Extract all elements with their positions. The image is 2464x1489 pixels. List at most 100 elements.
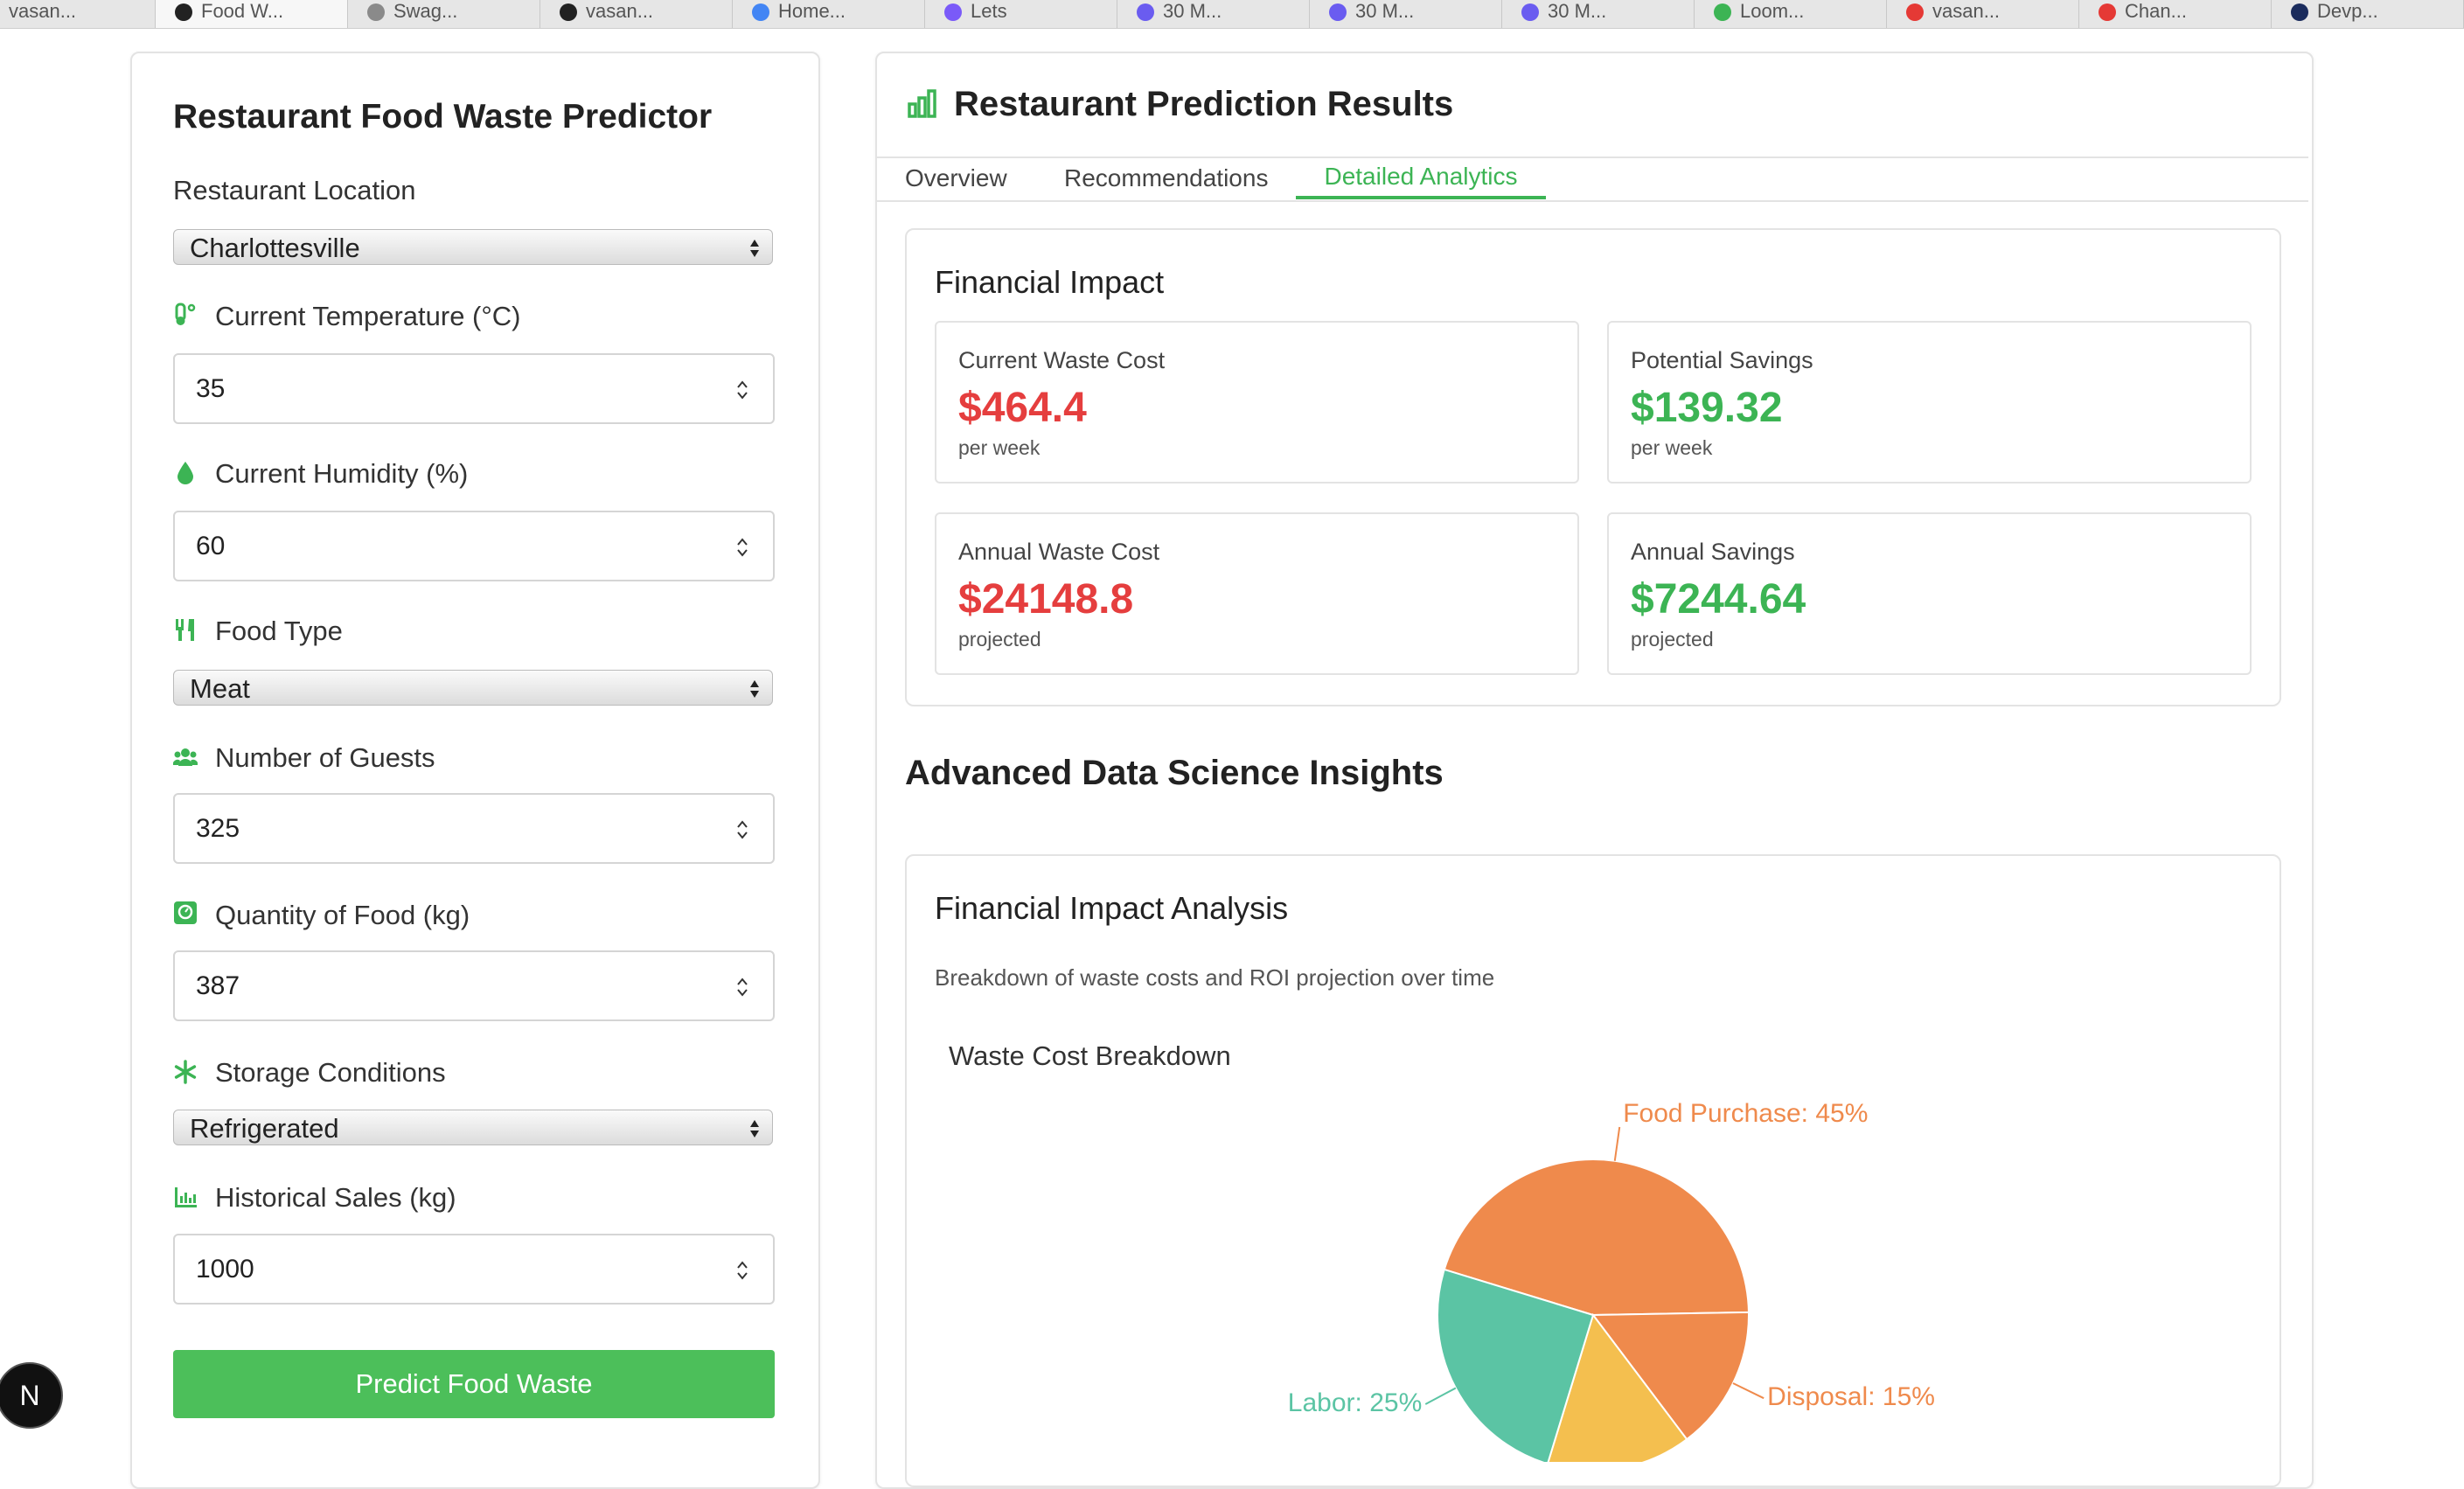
browser-tab[interactable]: Chan...	[2079, 0, 2272, 28]
input-value: 60	[196, 532, 226, 560]
browser-tab[interactable]: 30 M...	[1310, 0, 1502, 28]
section-title: Financial Impact	[935, 264, 1165, 300]
weight-icon	[174, 901, 197, 924]
browser-tab[interactable]: vasan...	[540, 0, 733, 28]
tab-title: 30 M...	[1548, 0, 1607, 22]
metric-label: Annual Savings	[1631, 539, 1795, 565]
form-card	[130, 52, 820, 1489]
metric-value: $464.4	[958, 385, 1087, 431]
tab-favicon	[2099, 3, 2116, 21]
browser-tab[interactable]: vasan...	[1887, 0, 2079, 28]
field-label: Current Temperature (°C)	[215, 301, 521, 331]
tab-favicon	[944, 3, 962, 21]
tab-title: vasan...	[586, 0, 654, 22]
field-label: Storage Conditions	[215, 1057, 446, 1088]
field-label: Restaurant Location	[173, 175, 416, 205]
input-value: 325	[196, 814, 240, 843]
field-label: Number of Guests	[215, 742, 435, 773]
tab-active[interactable]: Detailed Analytics	[1296, 163, 1546, 199]
select-arrow	[750, 240, 759, 257]
predict-button[interactable]: Predict Food Waste	[173, 1350, 775, 1418]
tab-title: Swag...	[393, 0, 458, 22]
metric-value: $139.32	[1631, 385, 1783, 431]
tab-favicon	[752, 3, 769, 21]
metric-card: Annual Waste Cost $24148.8 projected	[935, 512, 1579, 675]
browser-tab[interactable]: Devp...	[2272, 0, 2464, 28]
label-leader	[1424, 1387, 1457, 1405]
browser-tab[interactable]: Home...	[733, 0, 925, 28]
metric-card: Potential Savings $139.32 per week	[1607, 321, 2252, 484]
chart-title: Waste Cost Breakdown	[949, 1040, 1231, 1071]
spinner	[737, 820, 748, 839]
label-leader	[1732, 1382, 1764, 1400]
browser-tab[interactable]: vasan...	[0, 0, 156, 28]
snowflake-icon	[174, 1060, 197, 1084]
metric-note: per week	[958, 436, 1041, 459]
select[interactable]: Refrigerated	[173, 1110, 773, 1145]
select-arrow	[750, 680, 759, 698]
slice-label: Food Purchase: 45%	[1623, 1099, 1868, 1128]
browser-tab[interactable]: Food W...	[156, 0, 348, 28]
tab-title: Food W...	[201, 0, 284, 22]
metric-value: $7244.64	[1631, 576, 1806, 623]
pie-slice	[1437, 1268, 1595, 1462]
tab-favicon	[2291, 3, 2308, 21]
tab[interactable]: Recommendations	[1064, 164, 1269, 191]
metric-note: per week	[1631, 436, 1713, 459]
number-input[interactable]: 60	[173, 511, 775, 581]
select[interactable]: Meat	[173, 670, 773, 706]
metric-card: Annual Savings $7244.64 projected	[1607, 512, 2252, 675]
tab[interactable]: Overview	[905, 164, 1007, 191]
select-value: Meat	[190, 673, 250, 704]
tab-title: vasan...	[9, 0, 77, 22]
pie-slice	[1547, 1312, 1688, 1462]
tab-favicon	[1906, 3, 1924, 21]
pie-slice	[1443, 1158, 1750, 1317]
food-icon	[176, 619, 194, 641]
humidity-icon	[177, 462, 193, 484]
tab-title: 30 M...	[1163, 0, 1222, 22]
analysis-description: Breakdown of waste costs and ROI project…	[935, 964, 1495, 991]
tab-title: 30 M...	[1355, 0, 1415, 22]
browser-tab[interactable]: Loom...	[1695, 0, 1887, 28]
temperature-icon	[175, 303, 196, 325]
field-label: Current Humidity (%)	[215, 458, 469, 489]
number-input[interactable]: 1000	[173, 1234, 775, 1305]
tab-favicon	[175, 3, 192, 21]
spinner	[737, 380, 748, 400]
pie-chart: Food Purchase: 45% Disposal: 15% Labor: 25…	[1288, 1099, 1935, 1462]
number-input[interactable]: 325	[173, 793, 775, 864]
browser-tab[interactable]: 30 M...	[1502, 0, 1695, 28]
pie-slice	[1591, 1311, 1750, 1441]
tab-favicon	[1521, 3, 1539, 21]
input-value: 387	[196, 971, 240, 1000]
number-input[interactable]: 387	[173, 950, 775, 1021]
browser-tab[interactable]: Lets	[925, 0, 1117, 28]
sales-icon	[175, 1187, 197, 1207]
dev-badge[interactable]: N	[0, 1362, 63, 1429]
guests-icon	[173, 748, 198, 766]
tab-title: Lets	[971, 0, 1007, 22]
tab-title: Chan...	[2125, 0, 2187, 22]
tab-favicon	[1329, 3, 1347, 21]
select-value: Charlottesville	[190, 233, 360, 263]
browser-tab[interactable]: 30 M...	[1117, 0, 1310, 28]
select-value: Refrigerated	[190, 1113, 339, 1144]
tab-favicon	[1714, 3, 1731, 21]
metric-label: Potential Savings	[1631, 347, 1813, 373]
tab-title: vasan...	[1932, 0, 2001, 22]
field-label: Quantity of Food (kg)	[215, 900, 470, 930]
field-label: Historical Sales (kg)	[215, 1182, 456, 1213]
number-input[interactable]: 35	[173, 353, 775, 424]
metric-note: projected	[958, 628, 1041, 651]
chart-icon	[908, 89, 936, 118]
metric-note: projected	[1631, 628, 1714, 651]
analysis-title: Financial Impact Analysis	[935, 890, 1289, 926]
metric-card: Current Waste Cost $464.4 per week	[935, 321, 1579, 484]
browser-tab[interactable]: Swag...	[348, 0, 540, 28]
select[interactable]: Charlottesville	[173, 229, 773, 265]
financial-impact-box	[905, 228, 2281, 706]
label-leader	[1613, 1126, 1621, 1161]
results-title: Restaurant Prediction Results	[954, 85, 1454, 123]
